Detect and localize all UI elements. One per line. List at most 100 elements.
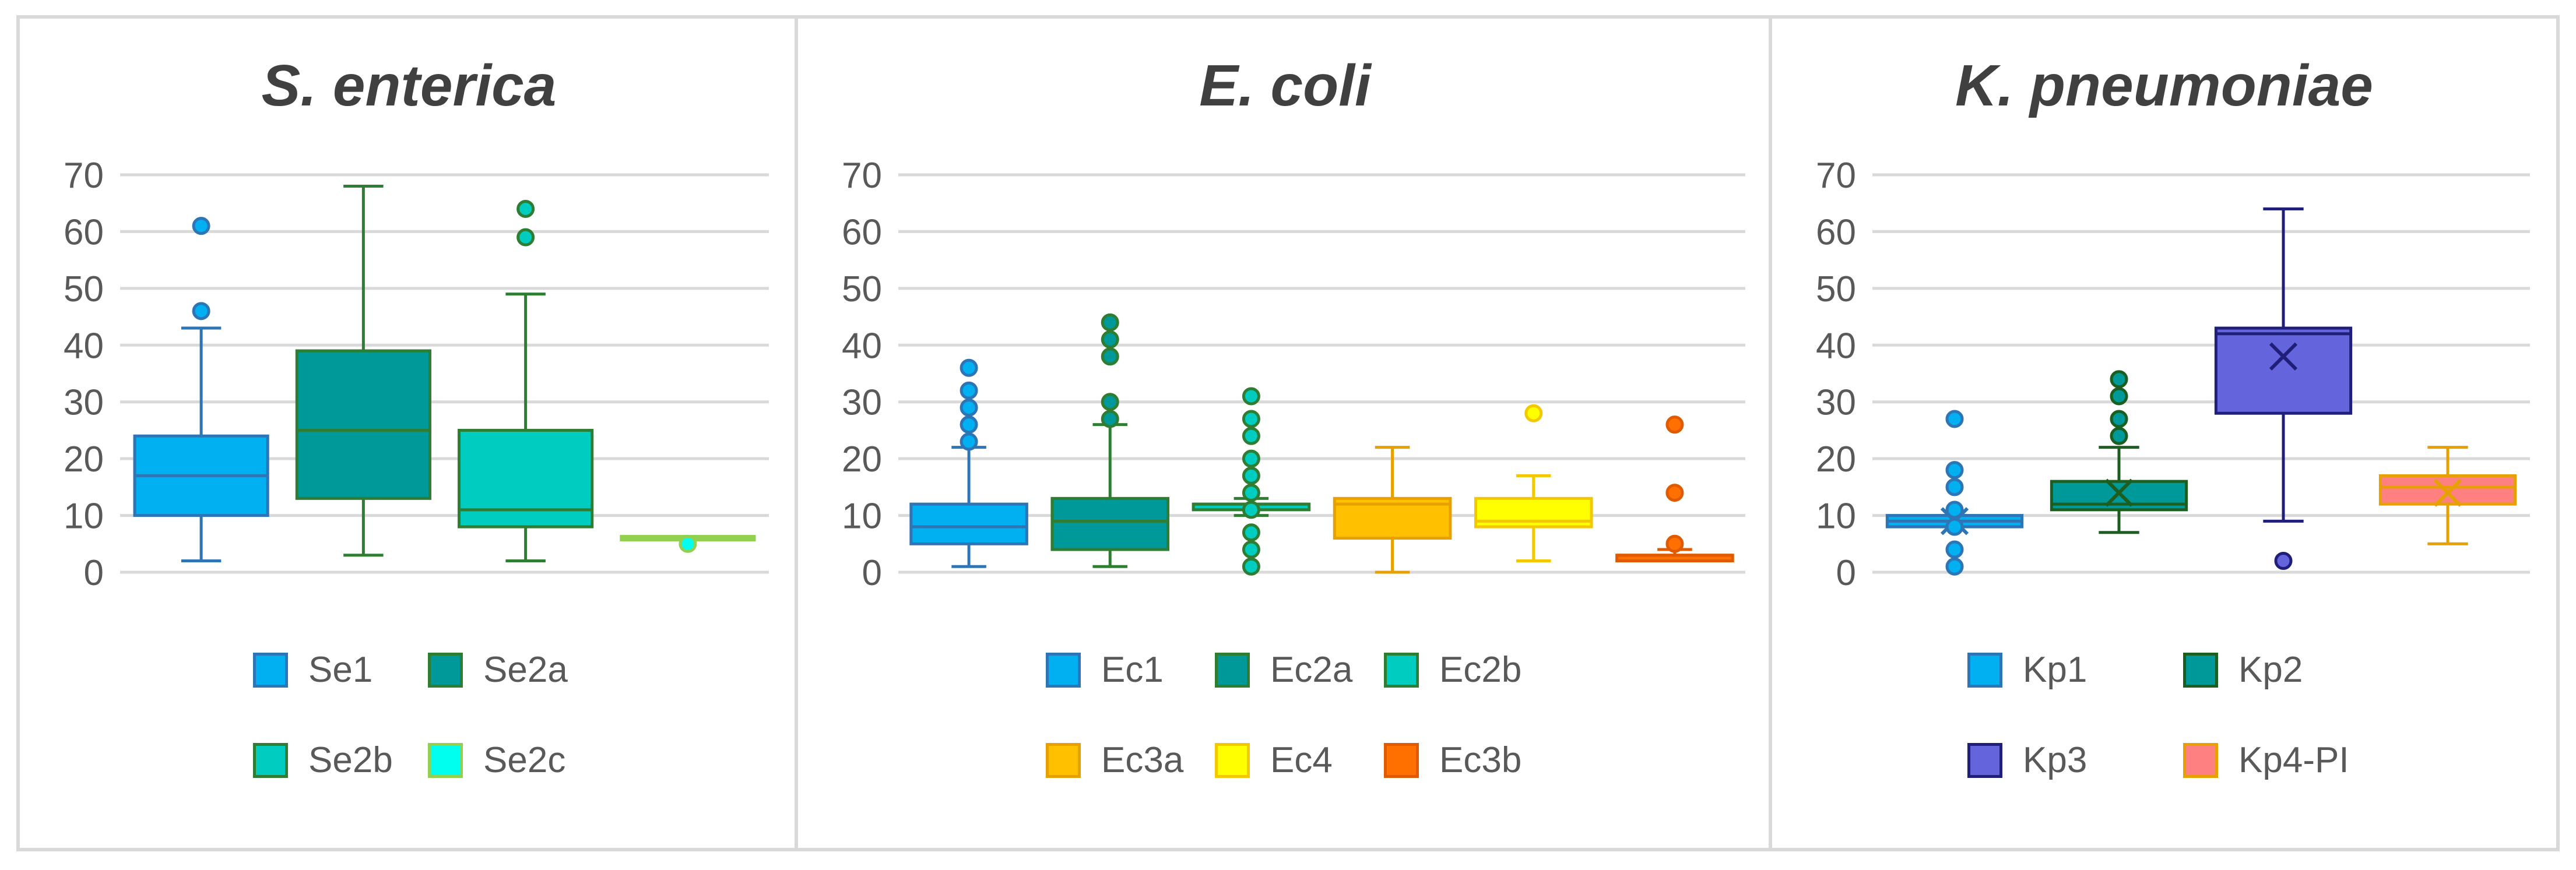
legend-swatch bbox=[1215, 743, 1250, 778]
box-kp3 bbox=[2214, 207, 2353, 570]
outlier-point bbox=[1665, 415, 1684, 434]
legend-swatch bbox=[2183, 653, 2218, 688]
outlier-point bbox=[1242, 466, 1260, 485]
outlier-point bbox=[516, 228, 535, 246]
box-plot-e-coli: 0 10 20 30 40 50 60 70 bbox=[842, 156, 1745, 593]
legend-label: Ec2a bbox=[1270, 650, 1353, 690]
y-tick-label: 70 bbox=[64, 156, 104, 196]
y-tick-label: 0 bbox=[862, 553, 882, 593]
y-tick-label: 50 bbox=[1816, 269, 1856, 309]
legend-label: Kp2 bbox=[2238, 650, 2303, 690]
outlier-point bbox=[1945, 517, 1964, 536]
mean-marker bbox=[2104, 478, 2134, 507]
outlier-point bbox=[1101, 313, 1119, 332]
legend-swatch bbox=[1967, 743, 2002, 778]
legend-swatch bbox=[1215, 653, 1250, 688]
outlier-point bbox=[516, 199, 535, 218]
legend-swatch bbox=[1046, 653, 1081, 688]
outlier-point bbox=[1945, 540, 1964, 559]
y-tick-label: 70 bbox=[842, 156, 882, 196]
legend-label: Se2b bbox=[308, 740, 393, 780]
box-se2b bbox=[458, 199, 594, 563]
legend-swatch bbox=[2183, 743, 2218, 778]
iqr-box bbox=[458, 428, 594, 529]
outlier-point bbox=[2274, 552, 2293, 570]
chart-title: S. enterica bbox=[261, 53, 557, 118]
legend-swatch bbox=[253, 653, 288, 688]
legend-label: Kp4-PI bbox=[2238, 740, 2349, 780]
panel-k-pneumoniae: K. pneumoniae 0 10 20 30 40 50 60 70 Kp1 Kp2 Kp3 K… bbox=[1769, 15, 2560, 851]
y-tick-label: 40 bbox=[64, 326, 104, 366]
y-tick-label: 70 bbox=[1816, 156, 1856, 196]
iqr-box bbox=[2378, 474, 2517, 506]
iqr-box bbox=[1050, 496, 1170, 551]
y-tick-label: 30 bbox=[1816, 383, 1856, 423]
y-tick-label: 50 bbox=[842, 269, 882, 309]
outlier-point bbox=[2110, 427, 2128, 445]
outlier-point bbox=[1945, 410, 1964, 428]
box-ec4 bbox=[1474, 404, 1593, 563]
outlier-point bbox=[192, 302, 210, 320]
y-tick-label: 40 bbox=[1816, 326, 1856, 366]
legend-label: Se2c bbox=[483, 740, 566, 780]
outlier-point bbox=[1242, 387, 1260, 406]
legend-label: Ec4 bbox=[1270, 740, 1333, 780]
outlier-point bbox=[960, 381, 978, 400]
y-tick-label: 40 bbox=[842, 326, 882, 366]
outlier-point bbox=[1665, 484, 1684, 502]
box-ec1 bbox=[909, 358, 1028, 568]
y-tick-label: 10 bbox=[64, 496, 104, 537]
y-tick-label: 20 bbox=[842, 439, 882, 480]
box-ec2a bbox=[1050, 313, 1170, 568]
legend-swatch bbox=[1967, 653, 2002, 688]
outlier-point bbox=[1242, 449, 1260, 468]
y-tick-label: 10 bbox=[842, 496, 882, 537]
box-kp2 bbox=[2050, 370, 2188, 534]
y-tick-label: 10 bbox=[1816, 496, 1856, 537]
y-tick-label: 50 bbox=[64, 269, 104, 309]
chart-title: K. pneumoniae bbox=[1955, 53, 2373, 118]
y-tick-label: 0 bbox=[84, 553, 104, 593]
outlier-point bbox=[960, 398, 978, 417]
y-tick-label: 20 bbox=[64, 439, 104, 480]
outlier-point bbox=[1945, 501, 1964, 519]
outlier-point bbox=[1242, 427, 1260, 445]
legend-swatch bbox=[1046, 743, 1081, 778]
outlier-point bbox=[1101, 347, 1119, 366]
box-kp4-pi bbox=[2378, 446, 2517, 545]
iqr-box bbox=[295, 349, 431, 500]
legend-label: Se2a bbox=[483, 650, 568, 690]
box-kp1 bbox=[1885, 410, 2024, 576]
box-se1 bbox=[133, 217, 269, 563]
box-plot-s-enterica: 0 10 20 30 40 50 60 70 bbox=[64, 156, 769, 593]
outlier-point bbox=[1665, 534, 1684, 553]
legend-label: Kp3 bbox=[2023, 740, 2087, 780]
y-tick-label: 0 bbox=[1836, 553, 1856, 593]
outlier-point bbox=[1101, 393, 1119, 411]
legend-label: Se1 bbox=[308, 650, 373, 690]
y-tick-label: 30 bbox=[64, 383, 104, 423]
outlier-point bbox=[1945, 478, 1964, 496]
outlier-point bbox=[1945, 557, 1964, 576]
outlier-point bbox=[192, 217, 210, 235]
outlier-point bbox=[960, 358, 978, 377]
outlier-point bbox=[1101, 330, 1119, 349]
outlier-point bbox=[960, 415, 978, 434]
outlier-point bbox=[1242, 540, 1260, 559]
legend-swatch bbox=[428, 653, 463, 688]
outlier-point bbox=[1101, 410, 1119, 428]
legend-swatch bbox=[1384, 653, 1419, 688]
outlier-point bbox=[2110, 387, 2128, 406]
legend-label: Ec1 bbox=[1101, 650, 1164, 690]
outlier-point bbox=[1242, 484, 1260, 502]
panel-s-enterica: S. enterica 0 10 20 30 40 50 60 70 Se1 Se2a Se2b S… bbox=[16, 15, 802, 851]
box-ec2b bbox=[1192, 387, 1311, 576]
legend-label: Ec3a bbox=[1101, 740, 1184, 780]
y-tick-label: 20 bbox=[1816, 439, 1856, 480]
outlier-point bbox=[1242, 410, 1260, 428]
legend-swatch bbox=[428, 743, 463, 778]
outlier-point bbox=[679, 534, 697, 553]
outlier-point bbox=[1524, 404, 1543, 422]
mean-marker bbox=[2433, 478, 2462, 507]
y-tick-label: 60 bbox=[1816, 212, 1856, 252]
